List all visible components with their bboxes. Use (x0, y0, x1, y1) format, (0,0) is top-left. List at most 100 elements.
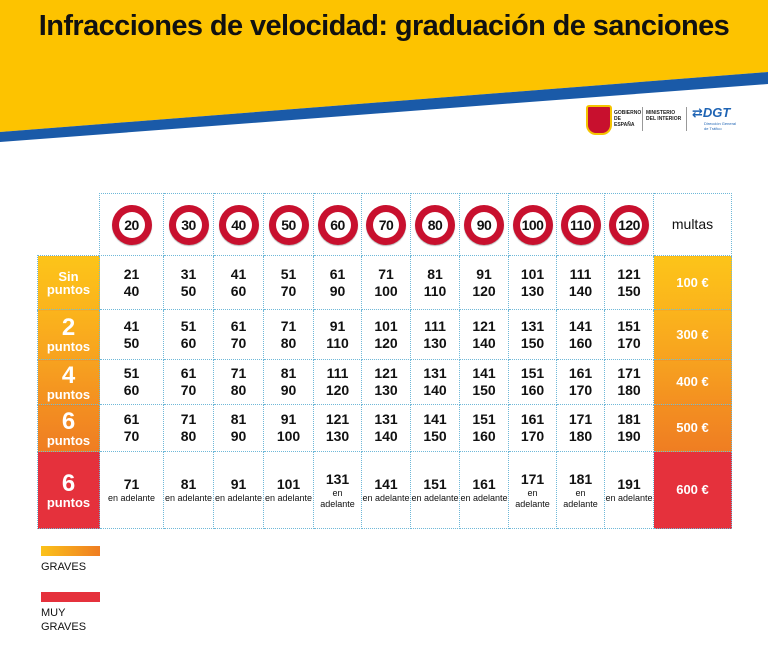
speed-range-cell: 61 70 (213, 309, 264, 360)
speed-limit-sign: 80 (410, 193, 460, 256)
speed-range-cell: 181 190 (604, 404, 654, 452)
speed-range-cell: 71 80 (213, 359, 264, 405)
logo-divider (642, 107, 643, 131)
speed-range-cell: 131 140 (410, 359, 460, 405)
band-label: 6 puntos (37, 451, 100, 529)
legend-graves-label: GRAVES (41, 561, 87, 573)
speed-range-cell: 121 130 (361, 359, 411, 405)
speed-range-cell: 161 en adelante (459, 451, 509, 529)
speed-range-cell: 21 40 (99, 255, 164, 310)
speed-range-cell: 91 en adelante (213, 451, 264, 529)
speed-range-cell: 131 en adelante (313, 451, 362, 529)
fine-amount: 500 € (653, 404, 732, 452)
table-corner (38, 194, 100, 256)
gobierno-label: GOBIERNO DE ESPAÑA (614, 110, 642, 128)
legend-muy-graves-swatch (41, 592, 100, 602)
speed-limit-sign: 50 (263, 193, 314, 256)
speed-range-cell: 31 50 (163, 255, 214, 310)
speed-range-cell: 41 60 (213, 255, 264, 310)
speed-limit-sign-icon: 90 (464, 204, 504, 245)
fine-amount: 300 € (653, 309, 732, 360)
institutional-logos: GOBIERNO DE ESPAÑA MINISTERIO DEL INTERI… (584, 101, 744, 137)
sanction-band-row: Sin puntos 21 40 31 50 41 60 51 70 61 90 71 100… (37, 255, 732, 310)
speed-range-cell: 101 en adelante (263, 451, 314, 529)
speed-range-cell: 91 100 (263, 404, 314, 452)
speed-range-cell: 171 en adelante (508, 451, 557, 529)
speed-range-cell: 121 150 (604, 255, 654, 310)
speed-limit-sign: 20 (99, 193, 164, 256)
sanctions-table: 20 30 40 50 60 70 80 90 100 110 120 mult… (37, 193, 732, 529)
speed-range-cell: 81 110 (410, 255, 460, 310)
sanction-band-row: 6 puntos 71 en adelante 81 en adelante 91 en… (37, 451, 732, 529)
speed-range-cell: 81 90 (263, 359, 314, 405)
sanction-band-row: 4 puntos 51 60 61 70 71 80 81 90 111 120 121 13… (37, 359, 732, 405)
legend-muy-graves-label: MUY GRAVES (41, 606, 86, 634)
speed-range-cell: 131 140 (361, 404, 411, 452)
speed-range-cell: 151 160 (459, 404, 509, 452)
speed-range-cell: 151 170 (604, 309, 654, 360)
speed-range-cell: 71 80 (263, 309, 314, 360)
gobierno-logo: GOBIERNO DE ESPAÑA MINISTERIO DEL INTERI… (584, 101, 688, 137)
header-banner: Infracciones de velocidad: graduación de… (0, 0, 768, 150)
speed-range-cell: 51 70 (263, 255, 314, 310)
dgt-subtitle: Dirección General de Tráfico (704, 121, 737, 131)
speed-limit-sign-icon: 40 (218, 204, 259, 245)
speed-range-cell: 101 130 (508, 255, 557, 310)
speed-range-cell: 51 60 (163, 309, 214, 360)
fine-amount: 100 € (653, 255, 732, 310)
fines-header: multas (653, 193, 732, 256)
speed-range-cell: 41 50 (99, 309, 164, 360)
speed-limit-sign-icon: 120 (609, 204, 649, 245)
speed-range-cell: 121 130 (313, 404, 362, 452)
speed-range-cell: 111 120 (313, 359, 362, 405)
speed-limit-sign: 30 (163, 193, 214, 256)
speed-range-cell: 61 70 (163, 359, 214, 405)
speed-limit-sign: 100 (508, 193, 557, 256)
speed-limit-sign-icon: 100 (512, 204, 553, 245)
sanction-band-row: 6 puntos 61 70 71 80 81 90 91 100 121 130 131 1… (37, 404, 732, 452)
speed-range-cell: 191 en adelante (604, 451, 654, 529)
speed-range-cell: 71 en adelante (99, 451, 164, 529)
speed-range-cell: 111 140 (556, 255, 605, 310)
band-label: Sin puntos (37, 255, 100, 310)
speed-range-cell: 171 180 (556, 404, 605, 452)
fine-amount: 600 € (653, 451, 732, 529)
speed-range-cell: 61 70 (99, 404, 164, 452)
speed-range-cell: 131 150 (508, 309, 557, 360)
speed-limit-sign-icon: 60 (317, 204, 358, 245)
speed-range-cell: 81 en adelante (163, 451, 214, 529)
page-title: Infracciones de velocidad: graduación de… (38, 10, 730, 42)
speed-range-cell: 161 170 (556, 359, 605, 405)
speed-limit-sign: 70 (361, 193, 411, 256)
speed-range-cell: 91 120 (459, 255, 509, 310)
speed-range-cell: 141 150 (459, 359, 509, 405)
speed-range-cell: 181 en adelante (556, 451, 605, 529)
banner-background (0, 0, 768, 142)
speed-limit-sign-icon: 110 (560, 204, 601, 245)
speed-limit-sign-icon: 70 (366, 204, 406, 245)
speed-limit-sign: 110 (556, 193, 605, 256)
dgt-arrow-icon: ⇄ (692, 105, 703, 120)
speed-range-cell: 161 170 (508, 404, 557, 452)
speed-limit-sign: 40 (213, 193, 264, 256)
legend-graves-line-label: GRAVES (41, 621, 87, 633)
speed-limit-sign-icon: 50 (268, 204, 309, 245)
speed-range-cell: 171 180 (604, 359, 654, 405)
speed-range-cell: 151 en adelante (410, 451, 460, 529)
band-label: 2 puntos (37, 309, 100, 360)
ministerio-label: MINISTERIO DEL INTERIOR (646, 110, 682, 122)
speed-range-cell: 101 120 (361, 309, 411, 360)
dgt-label: DGT (702, 105, 731, 120)
speed-limit-sign-icon: 20 (111, 204, 152, 245)
speed-limit-sign-icon: 30 (168, 204, 209, 245)
speed-range-cell: 91 110 (313, 309, 362, 360)
speed-range-cell: 141 en adelante (361, 451, 411, 529)
speed-limit-header-row: 20 30 40 50 60 70 80 90 100 110 120 mult… (38, 193, 732, 256)
band-label: 4 puntos (37, 359, 100, 405)
speed-limit-sign-icon: 80 (415, 204, 455, 245)
legend-graves-swatch (41, 546, 100, 556)
speed-range-cell: 141 150 (410, 404, 460, 452)
sanction-band-row: 2 puntos 41 50 51 60 61 70 71 80 91 110 101 120… (37, 309, 732, 360)
speed-range-cell: 81 90 (213, 404, 264, 452)
logo-divider (686, 107, 687, 131)
